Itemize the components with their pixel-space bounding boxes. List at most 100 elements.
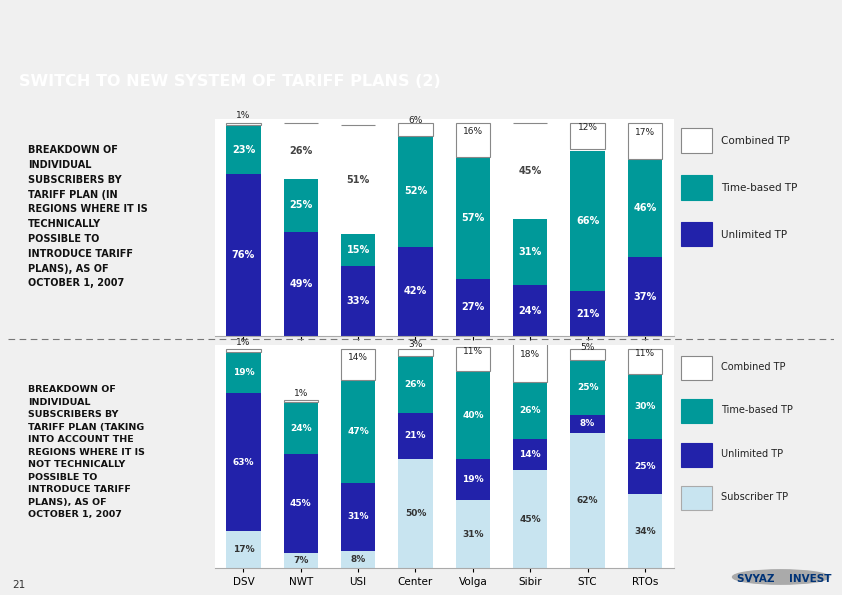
Text: 17%: 17% (232, 545, 254, 554)
Bar (284, 232, 318, 336)
Text: 62%: 62% (577, 496, 599, 505)
FancyBboxPatch shape (681, 129, 712, 153)
Bar (226, 174, 261, 336)
Bar (226, 123, 261, 126)
Text: 1%: 1% (237, 111, 251, 120)
Bar (398, 349, 433, 356)
Text: 31%: 31% (519, 247, 541, 257)
Bar (226, 349, 261, 352)
Bar (456, 157, 490, 278)
Text: 30%: 30% (634, 402, 656, 411)
Bar (341, 266, 376, 336)
Bar (226, 393, 261, 531)
Text: 47%: 47% (347, 427, 369, 436)
Bar (341, 551, 376, 568)
Text: 25%: 25% (577, 383, 599, 392)
Bar (628, 374, 662, 439)
Text: Combined TP: Combined TP (722, 136, 791, 146)
Text: 8%: 8% (350, 555, 365, 564)
Bar (456, 459, 490, 500)
Text: 49%: 49% (289, 279, 312, 289)
Text: 42%: 42% (404, 286, 427, 296)
Text: 33%: 33% (347, 296, 370, 306)
Text: BREAKDOWN OF
INDIVIDUAL
SUBSCRIBERS BY
TARIFF PLAN (IN
REGIONS WHERE IT IS
TECHN: BREAKDOWN OF INDIVIDUAL SUBSCRIBERS BY T… (29, 145, 148, 289)
Text: 26%: 26% (289, 146, 312, 156)
Text: SVYAZ    INVEST: SVYAZ INVEST (737, 574, 831, 584)
Bar (456, 278, 490, 336)
Text: 25%: 25% (634, 462, 656, 471)
FancyBboxPatch shape (681, 443, 712, 466)
Bar (284, 400, 318, 402)
Bar (456, 347, 490, 371)
Bar (398, 459, 433, 568)
Bar (341, 483, 376, 551)
Text: 21: 21 (13, 580, 26, 590)
FancyBboxPatch shape (681, 222, 712, 246)
Circle shape (733, 570, 829, 584)
Text: 27%: 27% (461, 302, 484, 312)
Text: 63%: 63% (232, 458, 254, 466)
Text: 46%: 46% (633, 203, 657, 214)
Bar (570, 361, 605, 415)
Text: 17%: 17% (635, 128, 655, 137)
Bar (341, 349, 376, 380)
Bar (513, 219, 547, 285)
Text: 37%: 37% (633, 292, 657, 302)
Bar (570, 415, 605, 433)
Bar (226, 126, 261, 174)
Text: 1%: 1% (294, 389, 308, 397)
Bar (284, 455, 318, 553)
Bar (628, 494, 662, 568)
Text: 24%: 24% (519, 306, 541, 315)
Bar (341, 234, 376, 266)
Bar (513, 343, 547, 383)
Text: 52%: 52% (404, 186, 427, 196)
Bar (513, 285, 547, 336)
Text: 15%: 15% (347, 245, 370, 255)
Bar (513, 383, 547, 439)
Text: 26%: 26% (520, 406, 541, 415)
Bar (398, 123, 433, 136)
Bar (628, 258, 662, 336)
Text: 3%: 3% (408, 340, 423, 349)
Bar (284, 178, 318, 232)
Text: 19%: 19% (232, 368, 254, 377)
Text: 12%: 12% (578, 123, 598, 131)
Text: Unlimited TP: Unlimited TP (722, 230, 787, 240)
Bar (513, 123, 547, 219)
Bar (226, 531, 261, 568)
Text: 40%: 40% (462, 411, 483, 419)
Text: Time-based TP: Time-based TP (722, 405, 793, 415)
Text: Combined TP: Combined TP (722, 362, 786, 372)
Bar (398, 247, 433, 336)
Bar (513, 439, 547, 470)
Bar (570, 123, 605, 149)
Text: 45%: 45% (519, 166, 541, 176)
Bar (284, 553, 318, 568)
Bar (570, 292, 605, 336)
Text: 45%: 45% (290, 499, 312, 508)
FancyBboxPatch shape (681, 399, 712, 423)
Text: 31%: 31% (348, 512, 369, 521)
Text: 8%: 8% (580, 419, 595, 428)
Text: BREAKDOWN OF
INDIVIDUAL
SUBSCRIBERS BY
TARIFF PLAN (TAKING
INTO ACCOUNT THE
REGI: BREAKDOWN OF INDIVIDUAL SUBSCRIBERS BY T… (29, 385, 145, 519)
Bar (398, 413, 433, 459)
Text: 50%: 50% (405, 509, 426, 518)
Text: 24%: 24% (290, 424, 312, 433)
Text: 76%: 76% (232, 250, 255, 260)
Text: 1%: 1% (237, 339, 251, 347)
FancyBboxPatch shape (681, 356, 712, 380)
Text: 25%: 25% (289, 201, 312, 210)
Text: Unlimited TP: Unlimited TP (722, 449, 784, 459)
Bar (456, 371, 490, 459)
Bar (570, 149, 605, 151)
FancyBboxPatch shape (681, 175, 712, 199)
Bar (398, 136, 433, 247)
Bar (341, 380, 376, 483)
Text: 19%: 19% (462, 475, 483, 484)
Text: 57%: 57% (461, 213, 484, 223)
Text: Time-based TP: Time-based TP (722, 183, 798, 193)
Text: 21%: 21% (405, 431, 426, 440)
Text: 66%: 66% (576, 216, 600, 226)
Bar (341, 126, 376, 234)
